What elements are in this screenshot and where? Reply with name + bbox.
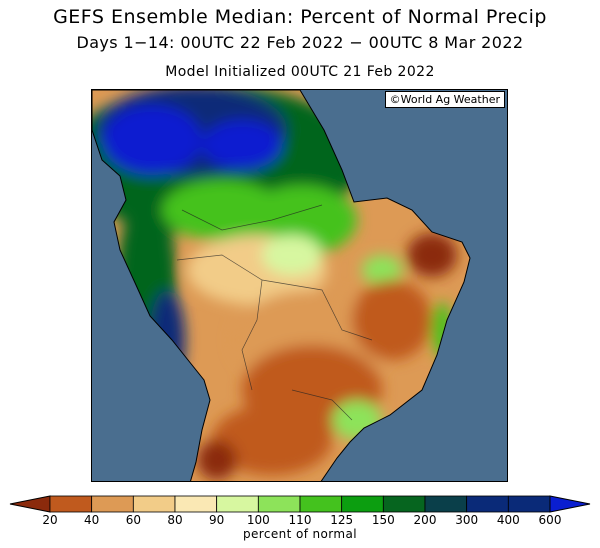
colorbar-cell (424, 495, 468, 513)
forecast-period: Days 1−14: 00UTC 22 Feb 2022 − 00UTC 8 M… (76, 33, 524, 52)
colorbar-cell (299, 495, 343, 513)
colorbar-tick-label: 90 (209, 513, 225, 527)
colorbar-tick-label: 20 (42, 513, 58, 527)
colorbar-tick-label: 110 (288, 513, 312, 527)
colorbar-arrow-left (9, 495, 51, 513)
map-canvas (92, 90, 507, 481)
coastline (92, 90, 471, 481)
model-init-time: Model Initialized 00UTC 21 Feb 2022 (165, 64, 435, 80)
map-title: GEFS Ensemble Median: Percent of Normal … (53, 6, 547, 28)
colorbar-tick-label: 125 (330, 513, 354, 527)
colorbar-cell (132, 495, 176, 513)
colorbar (9, 495, 591, 513)
credit-label: ©World Ag Weather (384, 91, 505, 108)
colorbar-tick-label: 60 (125, 513, 141, 527)
colorbar-tick-label: 300 (455, 513, 479, 527)
colorbar-tick-label: 100 (246, 513, 270, 527)
colorbar-cell (507, 495, 551, 513)
colorbar-arrow-right (549, 495, 591, 513)
colorbar-title: percent of normal (242, 527, 357, 541)
country-borders (176, 204, 373, 421)
colorbar-tick-label: 400 (496, 513, 520, 527)
colorbar-cell (341, 495, 384, 513)
colorbar-tick-label: 80 (167, 513, 183, 527)
colorbar-cell (91, 495, 134, 513)
colorbar-tick-label: 150 (371, 513, 395, 527)
colorbar-tick-label: 600 (538, 513, 562, 527)
colorbar-cell (174, 495, 218, 513)
colorbar-cell (49, 495, 93, 513)
colorbar-cell (382, 495, 426, 513)
colorbar-cell (466, 495, 509, 513)
colorbar-cell (257, 495, 301, 513)
precip-map: ©World Ag Weather (91, 89, 508, 482)
colorbar-cell (216, 495, 259, 513)
colorbar-tick-label: 40 (84, 513, 100, 527)
colorbar-tick-label: 200 (413, 513, 437, 527)
